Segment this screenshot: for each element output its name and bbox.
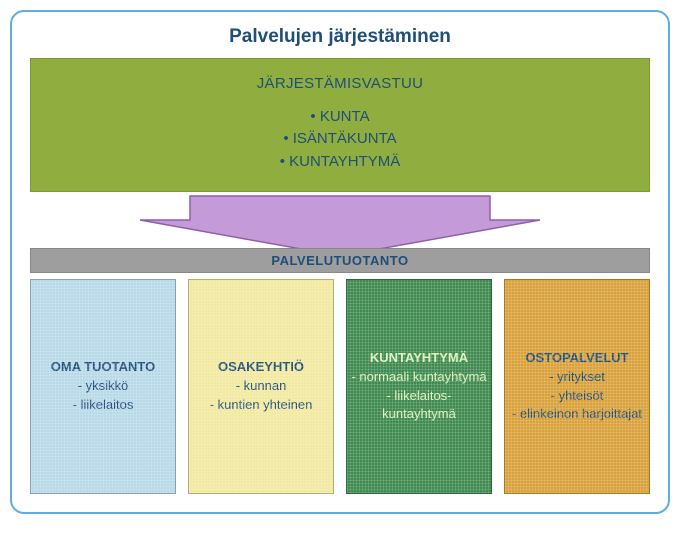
diagram-frame: Palvelujen järjestäminen JÄRJESTÄMISVAST… [10,10,670,514]
production-columns: OMA TUOTANTO - yksikkö - liikelaitos OSA… [30,279,650,494]
column-title: OMA TUOTANTO [51,358,155,377]
responsibility-list: KUNTA ISÄNTÄKUNTA KUNTAYHTYMÄ [41,106,639,174]
column-title: OSAKEYHTIÖ [218,358,304,377]
responsibility-item: KUNTAYHTYMÄ [41,151,639,174]
column-line: - liikelaitos-kuntayhtymä [351,387,487,425]
column-title: KUNTAYHTYMÄ [370,349,468,368]
responsibility-item: ISÄNTÄKUNTA [41,128,639,151]
column-line: - yritykset [549,368,605,387]
column-line: - elinkeinon harjoittajat [512,405,642,424]
column-title: OSTOPALVELUT [525,349,628,368]
responsibility-item: KUNTA [41,106,639,129]
diagram-title: Palvelujen järjestäminen [30,26,650,48]
column-ostopalvelut: OSTOPALVELUT - yritykset - yhteisöt - el… [504,279,650,494]
column-line: - kuntien yhteinen [210,396,313,415]
column-line: - normaali kuntayhtymä [351,368,486,387]
column-line: - yksikkö [78,377,129,396]
column-line: - liikelaitos [73,396,134,415]
column-line: - kunnan [236,377,287,396]
column-kuntayhtyma: KUNTAYHTYMÄ - normaali kuntayhtymä - lii… [346,279,492,494]
column-osakeyhtio: OSAKEYHTIÖ - kunnan - kuntien yhteinen [188,279,334,494]
column-line: - yhteisöt [551,387,604,406]
responsibility-box: JÄRJESTÄMISVASTUU KUNTA ISÄNTÄKUNTA KUNT… [30,58,650,192]
column-oma-tuotanto: OMA TUOTANTO - yksikkö - liikelaitos [30,279,176,494]
responsibility-heading: JÄRJESTÄMISVASTUU [41,73,639,96]
production-bar: PALVELUTUOTANTO [30,248,650,273]
flow-arrow [30,190,650,254]
